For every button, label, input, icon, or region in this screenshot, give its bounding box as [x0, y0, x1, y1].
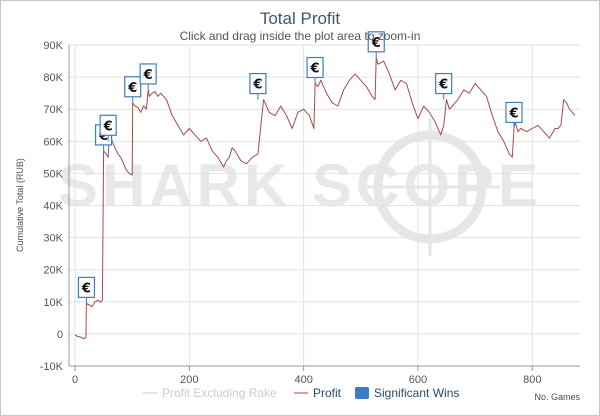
legend[interactable]: Profit Excluding Rake Profit Significant W… [143, 386, 459, 400]
chart-subtitle: Click and drag inside the plot area to z… [180, 29, 421, 43]
significant-win-flag[interactable]: € [77, 276, 96, 304]
x-tick-label: 0 [72, 374, 78, 386]
significant-win-flag[interactable]: € [367, 31, 385, 58]
series-layer [74, 57, 576, 340]
legend-label: Profit [313, 386, 342, 400]
significant-win-flag[interactable]: € [124, 76, 142, 103]
y-tick-label: 50K [43, 168, 63, 180]
y-tick-label: 20K [43, 265, 63, 277]
x-tick-label: 400 [294, 374, 312, 386]
flag-label: € [310, 62, 320, 77]
flag-box [124, 76, 142, 98]
legend-item[interactable]: Profit Excluding Rake [143, 386, 277, 400]
flag-box [249, 72, 267, 95]
significant-win-flag[interactable]: € [249, 72, 267, 100]
grid [69, 44, 580, 367]
y-tick-label: 60K [43, 136, 63, 148]
flag-label: € [98, 129, 108, 144]
flag-label: € [81, 281, 91, 296]
legend-symbol-box [355, 387, 369, 399]
flag-label: € [127, 81, 137, 96]
flag-label: € [508, 106, 518, 121]
flag-box [77, 276, 96, 299]
flag-box [505, 101, 523, 124]
flag-label: € [371, 36, 381, 51]
watermark-crosshair [360, 118, 500, 256]
chart-title: Total Profit [260, 9, 341, 28]
flag-box [99, 114, 117, 136]
series-line-profit [74, 57, 576, 340]
legend-label: Profit Excluding Rake [162, 386, 277, 400]
flag-box [435, 72, 453, 95]
y-tick-label: 90K [43, 40, 63, 52]
y-tick-label: 40K [43, 201, 63, 213]
y-axis-label: Cumulative Total (RUB) [15, 158, 25, 252]
significant-win-flag[interactable]: € [139, 63, 157, 90]
y-tick-label: 80K [43, 72, 63, 84]
significant-win-flag[interactable]: € [306, 56, 324, 84]
legend-item[interactable]: Profit [294, 386, 342, 400]
x-tick-label: 800 [523, 374, 541, 386]
flag-label: € [438, 78, 448, 93]
y-tick-label: 30K [43, 233, 63, 245]
significant-win-flag[interactable]: € [99, 114, 117, 142]
significant-win-flag[interactable]: € [435, 72, 453, 100]
flag-label: € [143, 68, 153, 83]
axes: -10K 0 10K 20K 30K 40K 50K 60K 70K 80K 90K 0 200 400 6… [40, 40, 580, 386]
y-tick-label: 10K [43, 297, 63, 309]
flag-box [139, 63, 157, 85]
flag-box [367, 31, 385, 53]
y-tick-label: -10K [40, 361, 64, 373]
significant-wins-markers[interactable]: €€€€€€€€€€ [77, 31, 523, 304]
significant-win-flag[interactable]: € [505, 101, 523, 129]
x-tick-label: 200 [180, 374, 198, 386]
flag-box [306, 56, 324, 79]
y-tick-label: 70K [43, 104, 63, 116]
y-tick-label: 0 [57, 329, 63, 341]
x-axis-label: No. Games [534, 392, 580, 402]
flag-label: € [252, 78, 262, 93]
legend-item[interactable]: Significant Wins [355, 386, 459, 400]
legend-label: Significant Wins [374, 386, 459, 400]
x-tick-label: 600 [409, 374, 427, 386]
flag-label: € [103, 119, 113, 134]
